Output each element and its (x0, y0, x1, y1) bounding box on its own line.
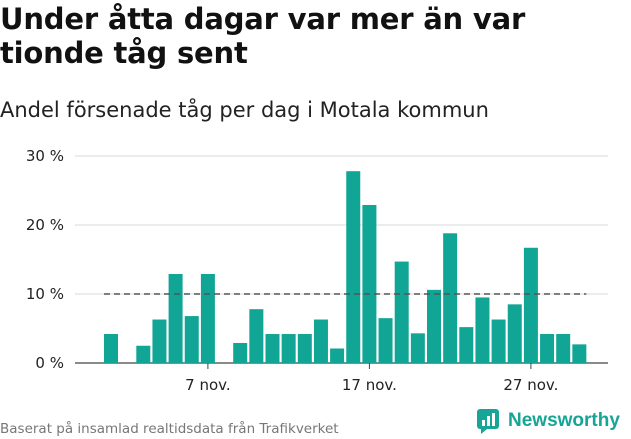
bar-11 (265, 334, 280, 363)
bar-9 (233, 342, 248, 363)
bar-19 (394, 261, 409, 363)
bar-4 (152, 319, 167, 363)
axis-labels: 0 % 10 % 20 % 30 % 7 nov. 17 nov. 27 nov. (26, 147, 559, 394)
y-tick-label: 20 % (26, 216, 64, 234)
newsworthy-logo-icon (477, 409, 499, 434)
y-tick-label: 10 % (26, 285, 64, 303)
bar-7 (200, 273, 215, 363)
y-tick-label: 0 % (35, 354, 64, 372)
bar-16 (346, 171, 361, 363)
x-tick-label: 17 nov. (342, 376, 397, 394)
source-footnote: Baserat på insamlad realtidsdata från Tr… (0, 421, 339, 437)
bar-18 (378, 318, 393, 363)
newsworthy-logo-text: Newsworthy (508, 410, 620, 431)
bar-28 (540, 334, 555, 363)
newsworthy-logo: Newsworthy (476, 408, 620, 434)
bar-23 (459, 327, 474, 363)
bar-21 (427, 289, 441, 363)
bar-17 (362, 204, 377, 363)
bar-30 (572, 344, 587, 363)
x-tick-label: 7 nov. (185, 376, 230, 394)
bar-chart: 0 % 10 % 20 % 30 % 7 nov. 17 nov. 27 nov. (26, 147, 608, 394)
bars (104, 171, 587, 363)
bar-25 (491, 319, 506, 363)
chart-title: Under åtta dagar var mer än var tionde t… (0, 2, 526, 71)
bar-24 (475, 297, 490, 363)
bar-14 (313, 319, 328, 363)
bar-20 (410, 333, 425, 363)
bar-27 (523, 247, 538, 363)
bar-1 (104, 334, 118, 363)
bar-29 (556, 334, 571, 363)
y-tick-label: 30 % (26, 147, 64, 165)
x-tick-label: 27 nov. (503, 376, 558, 394)
bar-13 (297, 334, 312, 363)
bar-6 (184, 316, 199, 363)
bar-10 (249, 309, 264, 363)
bar-26 (507, 304, 522, 363)
bar-3 (136, 345, 151, 363)
chart-subtitle: Andel försenade tåg per dag i Motala kom… (0, 98, 489, 122)
bar-15 (330, 348, 345, 363)
bar-22 (443, 233, 458, 363)
bar-5 (168, 273, 183, 363)
bar-12 (281, 334, 296, 363)
